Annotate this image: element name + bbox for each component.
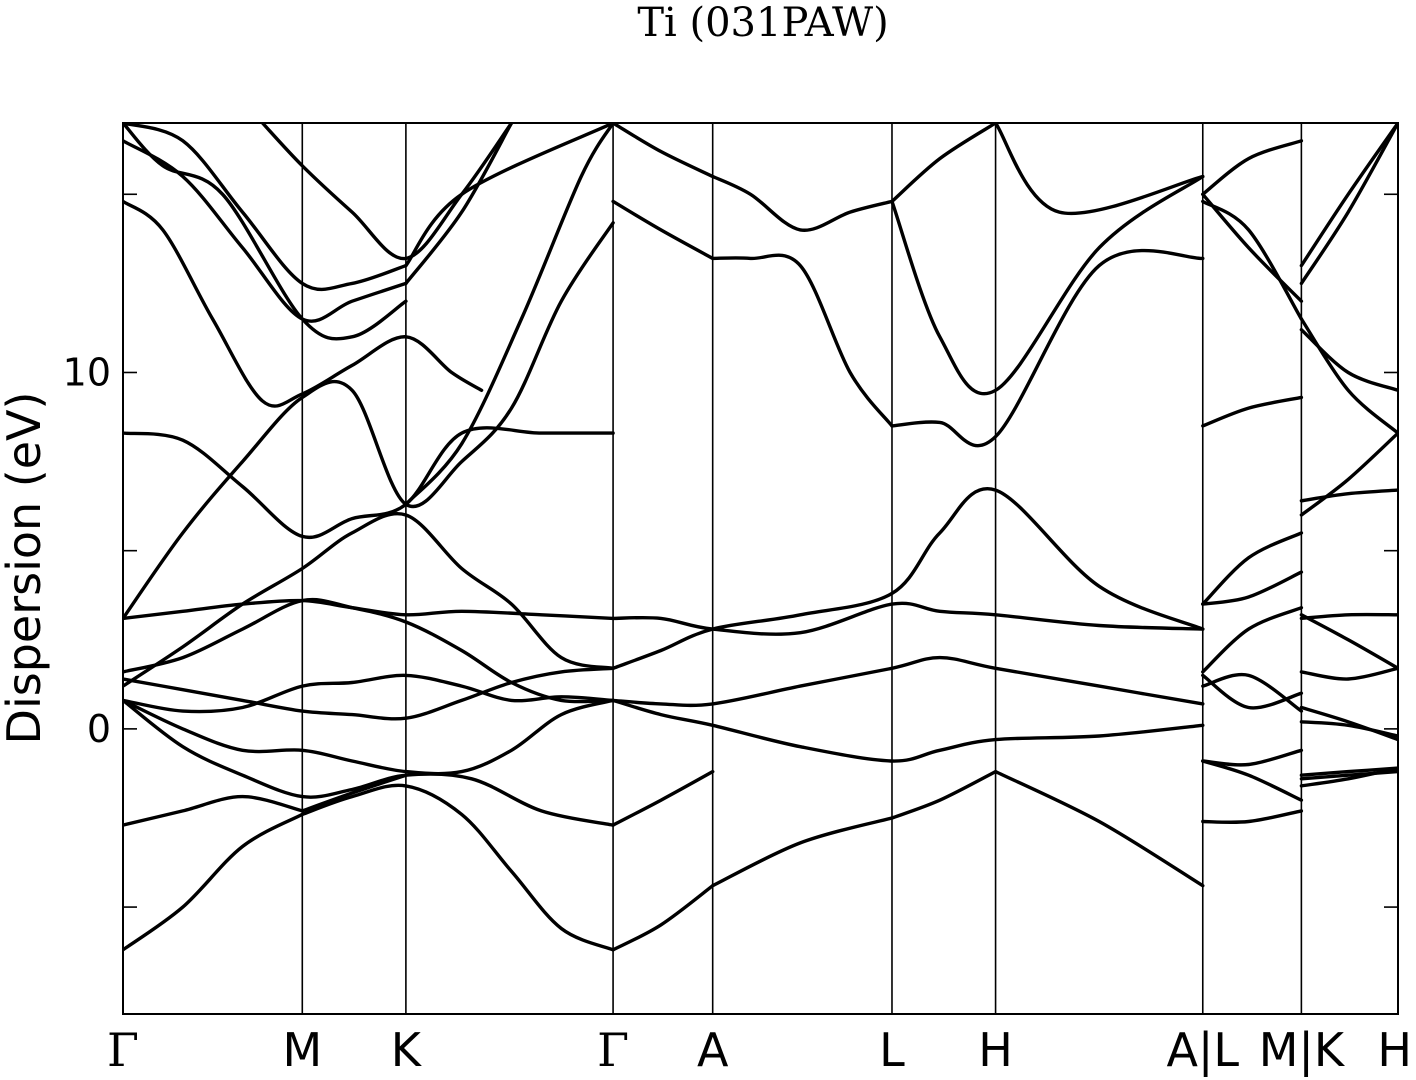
band-line <box>123 812 304 952</box>
band-line <box>300 783 615 952</box>
x-tick-label: Γ <box>597 1023 629 1077</box>
band-line <box>611 769 715 827</box>
band-line <box>611 123 715 179</box>
band-line <box>1299 488 1398 503</box>
x-tick-label: M <box>282 1023 322 1077</box>
band-line <box>123 698 615 776</box>
band-line <box>1299 613 1398 670</box>
band-line <box>711 174 894 232</box>
band-line <box>123 139 408 323</box>
y-axis-label: Dispersion (eV) <box>0 392 51 745</box>
band-line <box>123 673 615 714</box>
band-line <box>1299 705 1398 742</box>
band-line <box>611 199 715 261</box>
band-line <box>611 698 1205 763</box>
band-line <box>890 123 998 204</box>
band-line <box>1201 531 1304 606</box>
x-tick-label: A <box>697 1023 729 1077</box>
band-line <box>1201 809 1304 824</box>
band-line <box>1201 672 1304 713</box>
band-line <box>123 221 615 621</box>
band-line <box>890 769 998 820</box>
band-line <box>993 123 1205 216</box>
band-line <box>1299 766 1398 788</box>
band-line <box>711 253 894 428</box>
x-tick-label: M|K <box>1259 1023 1346 1078</box>
band-line <box>611 486 1205 670</box>
x-axis-ticks: Γ M K Γ A L H A|L M|K H <box>107 1023 1412 1078</box>
band-line <box>1299 123 1398 268</box>
x-tick-label: Γ <box>107 1023 139 1077</box>
x-tick-label: A|L <box>1166 1023 1239 1078</box>
band-line <box>123 426 615 540</box>
band-line <box>1299 328 1398 392</box>
band-line <box>123 123 408 341</box>
band-line <box>1299 317 1398 435</box>
band-line <box>123 598 615 621</box>
x-tick-label: H <box>1377 1023 1412 1077</box>
band-line <box>611 601 1205 636</box>
band-line <box>1201 570 1304 606</box>
plot-frame <box>122 122 1399 1015</box>
band-line <box>1299 123 1398 286</box>
band-line <box>711 816 894 888</box>
kpoint-lines <box>301 123 1303 1014</box>
band-line <box>123 199 484 408</box>
band-line <box>1201 192 1304 303</box>
band-line <box>123 794 304 827</box>
band-line <box>890 248 1205 448</box>
y-tick-label: 10 <box>63 350 111 394</box>
band-line <box>1299 769 1398 781</box>
band-line <box>890 174 1205 396</box>
band-line <box>1201 139 1304 196</box>
x-tick-label: H <box>978 1023 1013 1077</box>
band-line <box>1299 666 1398 681</box>
band-line <box>1201 606 1304 674</box>
band-line <box>404 123 615 506</box>
band-line <box>993 769 1205 888</box>
chart-title: Ti (031PAW) <box>637 0 888 46</box>
y-axis-ticks: 0 10 <box>63 193 1398 908</box>
bands <box>123 123 1398 952</box>
band-line <box>1299 720 1398 738</box>
band-line <box>1201 748 1304 767</box>
y-tick-label: 0 <box>87 707 111 751</box>
x-tick-label: K <box>391 1023 423 1077</box>
x-tick-label: L <box>879 1023 905 1077</box>
band-line <box>123 666 615 721</box>
band-line <box>1201 199 1304 321</box>
band-line <box>404 123 615 268</box>
band-line <box>300 773 408 813</box>
band-line <box>611 655 1205 708</box>
band-line <box>123 512 615 688</box>
band-line <box>123 123 408 292</box>
band-line <box>1299 612 1398 621</box>
band-line <box>260 123 514 261</box>
band-line <box>123 698 615 827</box>
band-line <box>404 123 514 286</box>
band-line <box>611 884 715 952</box>
band-line <box>1201 395 1304 428</box>
band-line <box>1201 759 1304 802</box>
band-line <box>1299 431 1398 517</box>
